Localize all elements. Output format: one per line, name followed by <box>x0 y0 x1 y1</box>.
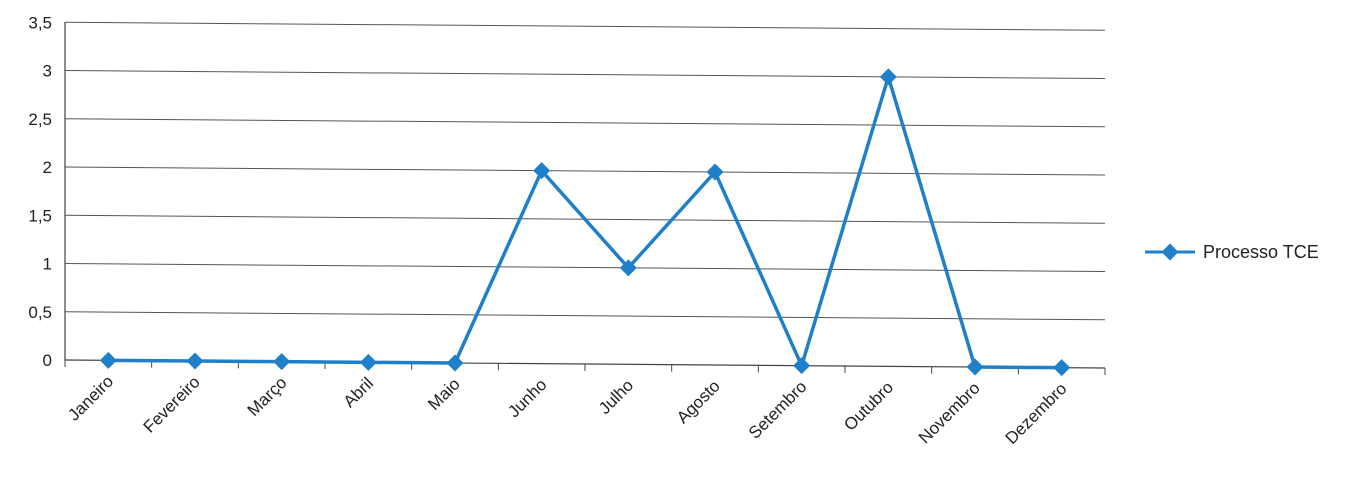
y-tick-label: 3 <box>43 62 52 81</box>
y-tick-label: 0,5 <box>28 303 52 322</box>
gridline <box>64 263 1106 272</box>
data-point <box>793 357 811 375</box>
x-tick-label: Novembro <box>915 378 984 447</box>
data-point <box>706 163 724 181</box>
legend-label: Processo TCE <box>1203 242 1319 262</box>
y-tick-labels: 0 0,5 1 1,5 2 2,5 3 3,5 <box>28 13 52 370</box>
x-tick-labels: Janeiro Fevereiro Março Abril Maio Junho Julho… <box>64 372 1070 448</box>
gridline <box>64 166 1106 176</box>
data-point <box>359 353 377 371</box>
x-tick-label: Outubro <box>840 378 897 435</box>
x-tick-label: Janeiro <box>64 372 117 425</box>
data-point <box>273 353 291 371</box>
x-tick-label: Julho <box>595 376 637 418</box>
y-tick-label: 1 <box>43 255 52 274</box>
legend-marker <box>1161 243 1179 261</box>
x-tick-label: Maio <box>424 374 463 413</box>
x-tick-label: Março <box>244 373 291 420</box>
x-tick-label: Fevereiro <box>140 372 204 436</box>
gridline <box>64 70 1106 79</box>
x-tick-label: Junho <box>504 375 550 421</box>
series-line <box>108 75 1062 370</box>
y-tick-label: 3,5 <box>28 13 52 32</box>
data-point <box>1053 359 1071 377</box>
legend: Processo TCE <box>1145 242 1319 262</box>
data-point <box>533 162 551 180</box>
data-point <box>99 351 117 369</box>
data-point <box>619 259 637 277</box>
x-tick-label: Setembro <box>745 377 811 443</box>
x-tick-label: Dezembro <box>1002 379 1071 448</box>
y-tick-label: 1,5 <box>28 206 52 225</box>
data-point <box>966 358 984 376</box>
y-tick-label: 2,5 <box>28 110 52 129</box>
data-point <box>446 354 464 372</box>
gridline <box>64 311 1106 321</box>
x-tick-label: Agosto <box>673 376 724 427</box>
gridline <box>64 21 1106 31</box>
data-point <box>879 68 897 86</box>
x-tick-label: Abril <box>340 374 377 411</box>
y-tick-label: 0 <box>43 351 52 370</box>
data-point <box>186 352 204 370</box>
gridline <box>64 118 1106 128</box>
y-tick-label: 2 <box>43 158 52 177</box>
